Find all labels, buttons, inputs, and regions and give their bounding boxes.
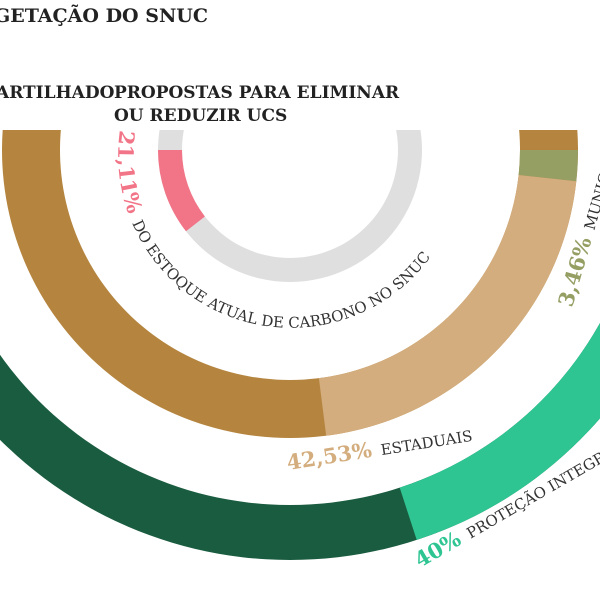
legend-label: ARTILHADO: [0, 83, 115, 103]
ring-segment: [399, 322, 600, 540]
value-label: 21,11%: [113, 129, 148, 216]
ring-segment: [158, 150, 205, 232]
ring-track: [158, 130, 422, 283]
legend-label: PROPOSTAS PARA ELIMINAR: [114, 83, 400, 103]
rings: [0, 130, 600, 560]
ring-segment: [318, 174, 577, 436]
title: GETAÇÃO DO SNUC: [0, 4, 208, 27]
series-label: MUNICI: [581, 165, 600, 232]
ring-segment: [518, 150, 578, 182]
series-label: ESTADUAIS: [379, 427, 473, 459]
value-label: 42,53%: [285, 437, 374, 475]
ring-track: [2, 130, 578, 438]
legend-label: OU REDUZIR UCS: [114, 106, 287, 126]
